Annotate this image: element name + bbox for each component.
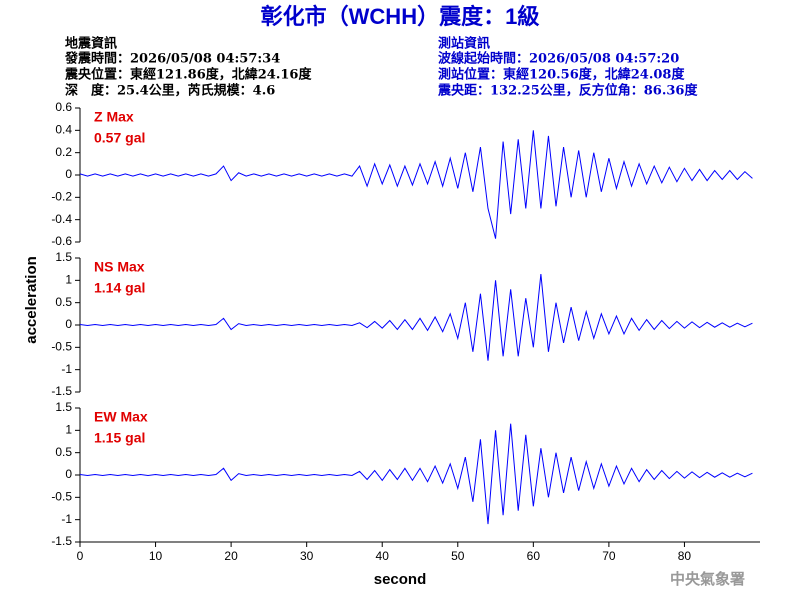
x-axis-label: second	[374, 571, 427, 588]
y-tick-label: -0.4	[51, 212, 72, 226]
info-right: 測站資訊	[438, 36, 490, 52]
info-right: 測站位置：東經120.56度，北緯24.08度	[438, 67, 685, 83]
y-tick-label: -0.6	[51, 234, 72, 248]
info-left: 地震資訊	[65, 36, 117, 52]
y-tick-label: -0.5	[51, 490, 72, 504]
chart-title: 彰化市（WCHH）震度：1級	[261, 4, 540, 29]
y-tick-label: -1.5	[51, 384, 72, 398]
x-tick-label: 60	[527, 549, 541, 563]
y-tick-label: 0	[65, 467, 72, 481]
x-tick-label: 70	[602, 549, 616, 563]
y-tick-label: 0	[65, 167, 72, 181]
x-tick-label: 0	[77, 549, 84, 563]
y-tick-label: 0	[65, 317, 72, 331]
waveform	[79, 423, 753, 525]
info-left: 深 度：25.4公里，芮氏規模：4.6	[65, 83, 275, 99]
x-tick-label: 50	[451, 549, 465, 563]
y-tick-label: -1.5	[51, 534, 72, 548]
y-tick-label: -1	[61, 362, 72, 376]
y-tick-label: 1.5	[55, 400, 72, 414]
y-tick-label: 0.5	[55, 445, 72, 459]
y-tick-label: 0.5	[55, 295, 72, 309]
y-tick-label: -1	[61, 512, 72, 526]
panel-title: Z Max	[94, 109, 134, 125]
y-tick-label: 0.6	[55, 100, 72, 114]
y-tick-label: 1	[65, 273, 72, 287]
y-tick-label: 1.5	[55, 250, 72, 264]
panel-title: NS Max	[94, 259, 145, 275]
panel-annotation: 1.15 gal	[94, 430, 145, 446]
panel-title: EW Max	[94, 409, 148, 425]
info-left: 震央位置：東經121.86度，北緯24.16度	[64, 67, 312, 83]
x-tick-label: 30	[300, 549, 314, 563]
y-tick-label: -0.2	[51, 190, 72, 204]
y-tick-label: -0.5	[51, 340, 72, 354]
info-left: 發震時間：2026/05/08 04:57:34	[64, 51, 280, 67]
panel-annotation: 1.14 gal	[94, 280, 145, 296]
x-tick-label: 20	[224, 549, 238, 563]
waveform	[79, 130, 753, 239]
y-tick-label: 0.2	[55, 145, 72, 159]
panel-annotation: 0.57 gal	[94, 130, 145, 146]
info-right: 震央距：132.25公里，反方位角：86.36度	[437, 83, 698, 99]
info-right: 波線起始時間：2026/05/08 04:57:20	[438, 51, 679, 67]
waveform	[79, 274, 753, 361]
y-tick-label: 0.4	[55, 123, 72, 137]
x-tick-label: 10	[149, 549, 163, 563]
x-tick-label: 40	[376, 549, 390, 563]
y-axis-label: acceleration	[23, 256, 40, 344]
footer: 中央氣象署	[670, 570, 745, 588]
y-tick-label: 1	[65, 423, 72, 437]
x-tick-label: 80	[678, 549, 692, 563]
